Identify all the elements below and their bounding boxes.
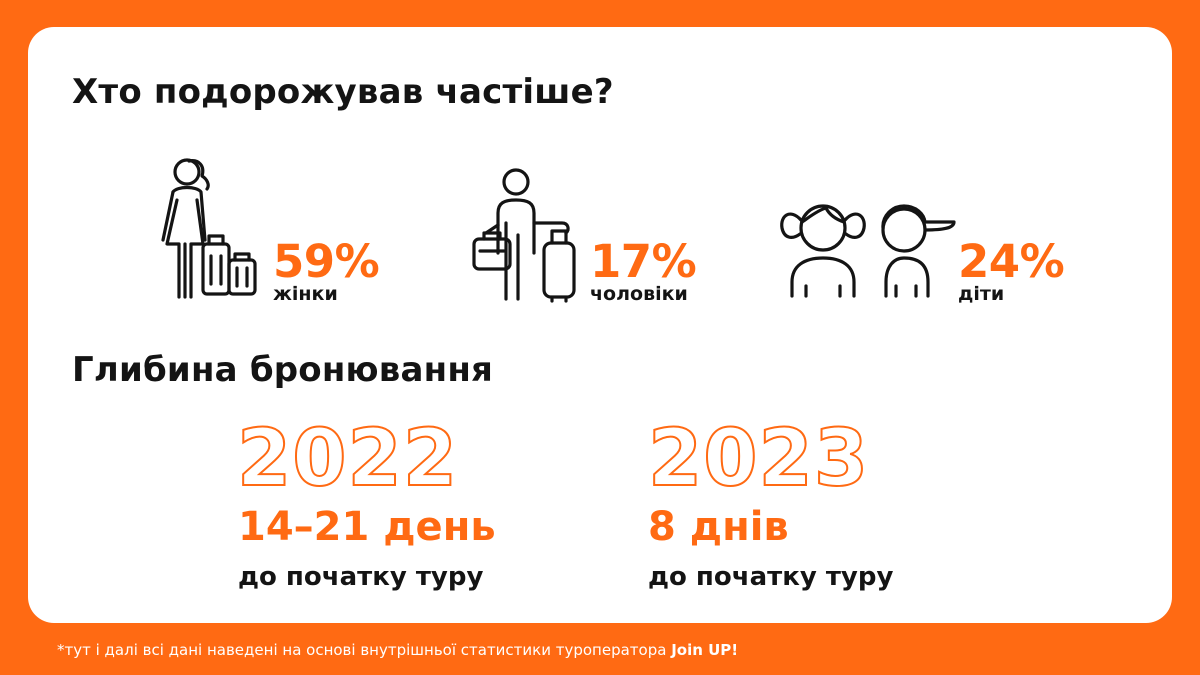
- kids-percent: 24%: [958, 235, 1065, 288]
- footnote-brand: Join UP!: [671, 641, 739, 659]
- year-2022: 2022: [236, 414, 459, 504]
- woman-with-luggage-icon: [161, 158, 257, 299]
- content-card: [28, 27, 1172, 623]
- stat-kids: 24% діти: [778, 198, 1078, 308]
- women-label: жінки: [273, 283, 338, 305]
- note-2023: до початку туру: [648, 562, 894, 592]
- stat-men: 17% чоловіки: [472, 165, 712, 305]
- stat-women: 59% жінки: [155, 152, 395, 305]
- range-2022: 14–21 день: [238, 504, 496, 550]
- range-2023: 8 днів: [648, 504, 789, 550]
- children-icon: [780, 204, 956, 298]
- booking-depth-heading: Глибина бронювання: [72, 350, 494, 390]
- footnote-text: *тут і далі всі дані наведені на основі …: [57, 641, 672, 659]
- man-with-luggage-icon: [472, 168, 576, 303]
- note-2022: до початку туру: [238, 562, 484, 592]
- footnote: *тут і далі всі дані наведені на основі …: [57, 643, 738, 658]
- men-percent: 17%: [590, 235, 697, 288]
- men-label: чоловіки: [590, 283, 688, 305]
- women-percent: 59%: [273, 235, 380, 288]
- travelers-heading: Хто подорожував частіше?: [72, 72, 614, 112]
- year-2023: 2023: [647, 414, 870, 504]
- kids-label: діти: [958, 283, 1005, 305]
